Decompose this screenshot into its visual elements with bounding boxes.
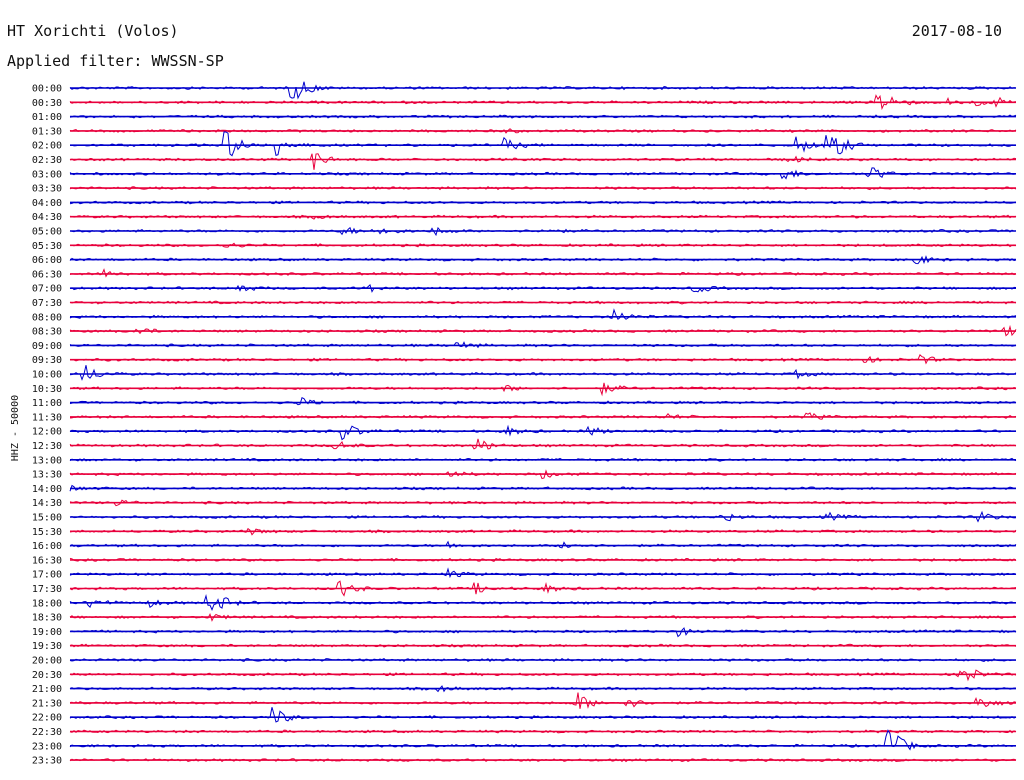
time-label: 18:00: [32, 598, 62, 609]
time-label: 18:30: [32, 613, 62, 624]
seismic-trace: [69, 81, 1017, 100]
channel-axis-label: HHZ - 50000: [10, 395, 21, 461]
applied-filter-label: Applied filter: WWSSN-SP: [7, 52, 224, 70]
time-label: 20:00: [32, 656, 62, 667]
time-label: 08:00: [32, 312, 62, 323]
time-label: 16:00: [32, 541, 62, 552]
time-label: 05:30: [32, 241, 62, 252]
time-label: 21:00: [32, 684, 62, 695]
seismic-trace: [69, 424, 1017, 441]
time-label: 02:00: [32, 141, 62, 152]
time-label: 06:00: [32, 255, 62, 266]
seismic-trace: [69, 131, 1017, 157]
time-label: 21:30: [32, 698, 62, 709]
seismic-trace: [69, 692, 1017, 709]
station-title: HT Xorichti (Volos): [7, 22, 179, 40]
time-label: 22:30: [32, 727, 62, 738]
channel-label: HHZ - 50000: [10, 395, 21, 461]
time-label: 05:00: [32, 227, 62, 238]
time-label: 00:30: [32, 98, 62, 109]
time-label: 14:30: [32, 498, 62, 509]
time-label: 11:30: [32, 412, 62, 423]
seismic-trace: [69, 707, 1017, 723]
time-label: 23:30: [32, 756, 62, 767]
time-label: 04:00: [32, 198, 62, 209]
time-label: 07:30: [32, 298, 62, 309]
time-label: 14:00: [32, 484, 62, 495]
time-label: 19:00: [32, 627, 62, 638]
time-label: 08:30: [32, 327, 62, 338]
time-label: 01:30: [32, 126, 62, 137]
time-label: 19:30: [32, 641, 62, 652]
time-label: 04:30: [32, 212, 62, 223]
seismic-trace: [69, 567, 1017, 579]
time-label: 09:00: [32, 341, 62, 352]
time-label: 00:00: [32, 84, 62, 95]
time-label: 17:00: [32, 570, 62, 581]
time-label: 22:00: [32, 713, 62, 724]
time-label: 02:30: [32, 155, 62, 166]
time-label: 15:00: [32, 513, 62, 524]
seismic-trace: [69, 308, 1017, 321]
time-label: 03:00: [32, 169, 62, 180]
time-label: 15:30: [32, 527, 62, 538]
time-label: 12:00: [32, 427, 62, 438]
time-label: 09:30: [32, 355, 62, 366]
seismic-trace: [69, 365, 1017, 381]
seismic-trace: [69, 438, 1017, 450]
seismic-trace: [69, 627, 1017, 638]
time-label: 12:30: [32, 441, 62, 452]
time-label: 13:30: [32, 470, 62, 481]
time-label: 03:30: [32, 184, 62, 195]
seismic-trace: [69, 268, 1017, 278]
record-date: 2017-08-10: [911, 22, 1002, 40]
time-label: 13:00: [32, 455, 62, 466]
time-label: 07:00: [32, 284, 62, 295]
time-label: 17:30: [32, 584, 62, 595]
time-label: 16:30: [32, 555, 62, 566]
seismic-trace: [69, 397, 1017, 406]
seismic-trace: [69, 153, 1017, 170]
time-label: 10:00: [32, 370, 62, 381]
time-label: 20:30: [32, 670, 62, 681]
time-label: 11:00: [32, 398, 62, 409]
time-label: 10:30: [32, 384, 62, 395]
time-label: 23:00: [32, 741, 62, 752]
time-label: 01:00: [32, 112, 62, 123]
time-label: 06:30: [32, 269, 62, 280]
